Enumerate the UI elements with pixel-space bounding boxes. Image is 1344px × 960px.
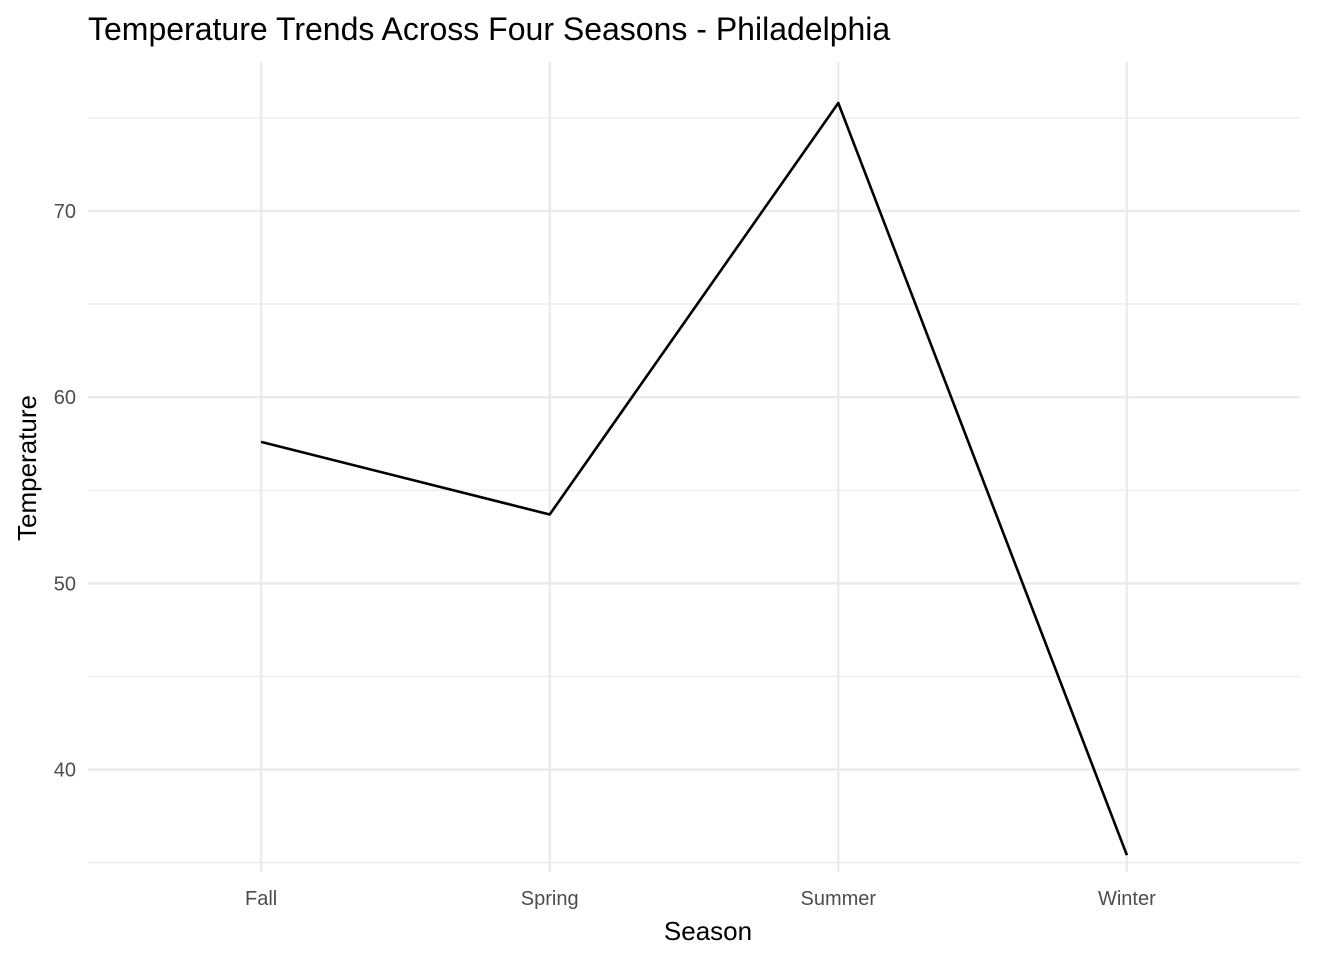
y-axis-title: Temperature: [12, 395, 42, 541]
series-line-temperature: [260, 101, 1129, 856]
series-layer: [260, 101, 1129, 856]
y-tick-label: 50: [54, 573, 76, 595]
x-axis-title: Season: [664, 916, 752, 946]
minor-gridlines: [88, 117, 1300, 864]
major-gridlines: [88, 62, 1300, 872]
y-tick-label: 60: [54, 387, 76, 409]
x-tick-label: Winter: [1098, 888, 1156, 910]
y-tick-label: 70: [54, 201, 76, 223]
x-tick-label: Spring: [521, 888, 579, 910]
tick-labels: 40 50 60 70 Fall Spring Summer Winter: [54, 201, 1156, 910]
y-tick-label: 40: [54, 760, 76, 782]
x-tick-label: Fall: [245, 888, 277, 910]
chart-title: Temperature Trends Across Four Seasons -…: [88, 11, 890, 47]
x-tick-label: Summer: [800, 888, 876, 910]
